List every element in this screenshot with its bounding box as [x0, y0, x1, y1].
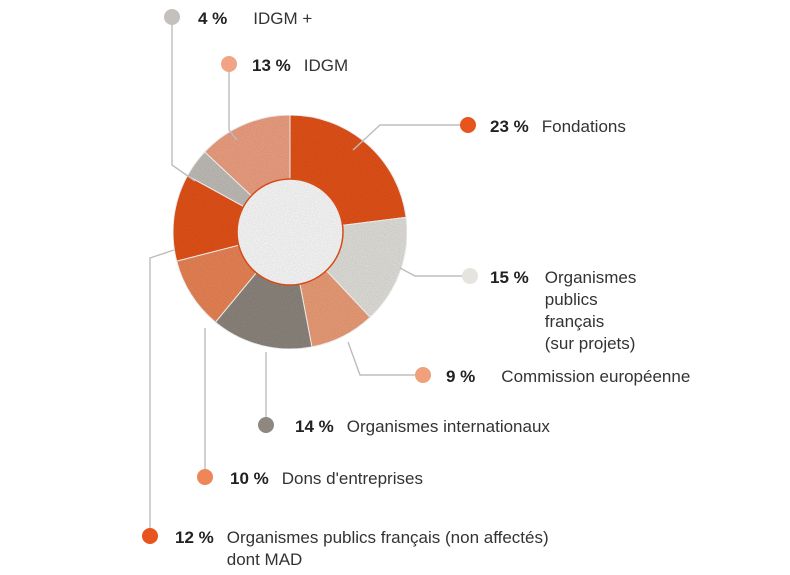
slice-labels: 23 % Fondations 15 % Organismes publics franç…: [142, 9, 690, 569]
slice-category-label: Organismes: [545, 268, 637, 287]
legend-dot: [197, 469, 213, 485]
leader-line: [399, 267, 470, 277]
donut-hole: [236, 178, 344, 286]
leader-line: [228, 64, 238, 141]
slice-category-label: Organismes publics français (non affecté…: [227, 528, 549, 547]
legend-dot: [460, 117, 476, 133]
slice-category-label: Fondations: [542, 117, 626, 136]
slice-category-label: Organismes internationaux: [347, 417, 551, 436]
leader-line: [171, 17, 196, 182]
slice-category-label: IDGM +: [253, 9, 312, 28]
slice-percent-label: 4 %: [198, 9, 227, 28]
leader-line: [347, 341, 423, 376]
slice-percent-label: 9 %: [446, 367, 475, 386]
leader-line: [149, 249, 175, 536]
legend-dot: [221, 56, 237, 72]
slice-category-label: français: [545, 312, 605, 331]
legend-dot: [462, 268, 478, 284]
slice-category-label: Commission européenne: [501, 367, 690, 386]
legend-dot: [142, 528, 158, 544]
legend-dot: [164, 9, 180, 25]
slice-category-label: dont MAD: [227, 550, 303, 569]
slice-category-label: publics: [545, 290, 598, 309]
legend-dot: [258, 417, 274, 433]
slice-percent-label: 10 %: [230, 469, 269, 488]
slice-category-label: Dons d'entreprises: [282, 469, 423, 488]
leader-line: [352, 124, 468, 151]
slice-category-label: (sur projets): [545, 334, 636, 353]
slice-percent-label: 12 %: [175, 528, 214, 547]
donut-slices: [172, 114, 408, 350]
slice-percent-label: 23 %: [490, 117, 529, 136]
slice-percent-label: 14 %: [295, 417, 334, 436]
slice-percent-label: 15 %: [490, 268, 529, 287]
slice-category-label: IDGM: [304, 56, 348, 75]
leader-lines: [149, 17, 470, 536]
slice-percent-label: 13 %: [252, 56, 291, 75]
legend-dot: [415, 367, 431, 383]
